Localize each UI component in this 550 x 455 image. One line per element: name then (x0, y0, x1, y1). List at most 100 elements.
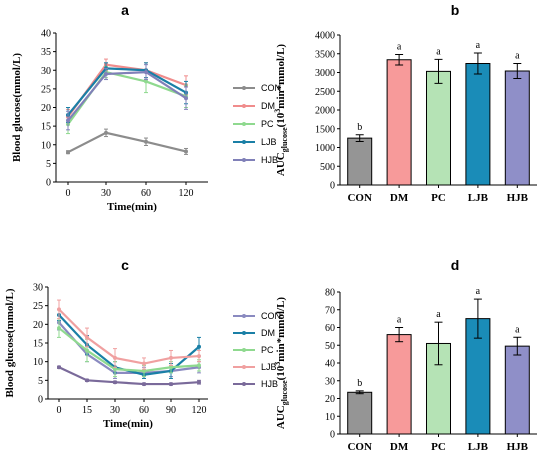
bar-group-pc: a PC (426, 46, 451, 204)
series-line (67, 67, 187, 116)
y-axis-label: AUCglucose(103min*mmol/L) (273, 297, 289, 430)
data-point (104, 130, 108, 135)
significance-letter: a (436, 309, 441, 320)
y-tick-label: 80 (325, 288, 335, 299)
y-tick-label: 3000 (315, 68, 335, 79)
data-point (66, 150, 70, 155)
panel-d: d 0 10 20 30 40 50 60 70 80 AUCglucose(103min*mmol… (273, 257, 537, 453)
series-ljb (57, 299, 201, 370)
series-line (58, 308, 200, 365)
y-axis-label-superscript: 3 (273, 362, 282, 366)
x-tick-label: HJB (507, 441, 529, 453)
legend-entry-pc: PC (233, 119, 274, 129)
x-tick-label: PC (431, 192, 446, 204)
significance-letter: b (357, 378, 362, 389)
x-tick-label: 120 (192, 405, 207, 416)
panel-a: a 0 5 10 15 20 25 30 35 40 0 30 60 120 Time(min) Blood … (11, 2, 281, 213)
legend-entry-hjb: HJB (233, 155, 278, 165)
y-tick-label: 30 (33, 283, 43, 294)
bar (347, 137, 373, 186)
x-tick-label: 60 (139, 405, 149, 416)
significance-letter: a (397, 42, 402, 53)
bar-group-con: b CON (347, 122, 373, 204)
bar-group-ljb: a LJB (465, 286, 491, 453)
data-point (197, 354, 201, 359)
y-tick-label: 40 (41, 29, 51, 40)
legend-entry-dm: DM (233, 328, 275, 338)
legend-marker (242, 314, 246, 318)
data-point (113, 380, 117, 385)
x-axis-label: Time(min) (107, 201, 157, 213)
x-tick-label: 0 (57, 405, 62, 416)
legend-marker (242, 382, 246, 386)
y-tick-label: 3500 (315, 49, 335, 60)
bar (465, 63, 491, 186)
data-point (144, 70, 148, 75)
legend-marker (242, 122, 246, 126)
bar (386, 59, 412, 186)
data-point (57, 326, 61, 331)
x-tick-label: HJB (507, 192, 529, 204)
bar-group-con: b CON (347, 378, 373, 453)
bar-group-pc: a PC (426, 309, 451, 453)
legend-marker (242, 104, 246, 108)
series-hjb (57, 365, 201, 387)
data-point (169, 382, 173, 387)
y-axis-label-main: AUC (275, 405, 287, 429)
y-axis-label-mid: (10 (275, 365, 287, 380)
data-point (197, 380, 201, 385)
legend-label: CON (261, 311, 281, 321)
y-tick-label: 15 (33, 339, 43, 350)
data-point (184, 96, 188, 101)
bar (386, 334, 412, 435)
x-tick-label: 30 (110, 405, 120, 416)
y-tick-label: 2500 (315, 87, 335, 98)
x-tick-label: PC (431, 441, 446, 453)
bar-group-hjb: a HJB (504, 51, 530, 204)
y-tick-label: 1500 (315, 124, 335, 135)
significance-letter: a (397, 315, 402, 326)
legend-entry-con: CON (233, 83, 281, 93)
y-axis-label-tail: min*mmol/L) (275, 297, 287, 362)
y-tick-label: 10 (41, 140, 51, 151)
y-axis-label-main: AUC (275, 152, 287, 176)
series-line (67, 70, 187, 122)
y-tick-label: 0 (38, 395, 43, 406)
x-tick-label: 15 (82, 405, 92, 416)
data-point (113, 367, 117, 372)
bar-group-hjb: a HJB (504, 324, 530, 453)
panel-label: d (451, 257, 460, 273)
data-point (144, 139, 148, 144)
x-tick-label: 90 (166, 405, 176, 416)
y-axis-label-subscript: glucose (280, 127, 289, 152)
data-point (197, 344, 201, 349)
data-point (142, 382, 146, 387)
y-tick-label: 25 (41, 84, 51, 95)
series-line (58, 321, 200, 374)
legend-label: DM (261, 328, 275, 338)
y-tick-label: 60 (325, 323, 335, 334)
y-tick-label: 35 (41, 47, 51, 58)
y-tick-label: 5 (38, 376, 43, 387)
data-point (142, 369, 146, 373)
panel-b: b 0 500 1000 1500 2000 2500 3000 3500 4000 AUCgluc… (273, 2, 537, 204)
data-point (197, 363, 201, 368)
y-axis-label: AUCglucose(103min*mmol/L) (273, 44, 289, 177)
data-point (85, 378, 89, 383)
y-tick-label: 20 (41, 103, 51, 114)
series-con (66, 128, 188, 155)
y-tick-label: 30 (41, 66, 51, 77)
y-axis-label-superscript: 3 (273, 109, 282, 113)
y-axis-label-tail: min*mmol/L) (275, 44, 287, 109)
y-tick-label: 30 (325, 376, 335, 387)
bar-group-ljb: a LJB (465, 40, 491, 204)
y-tick-label: 4000 (315, 31, 335, 42)
x-tick-label: CON (347, 441, 372, 453)
data-point (113, 355, 117, 360)
y-tick-label: 40 (325, 359, 335, 370)
legend-label: DM (261, 101, 275, 111)
x-tick-label: 120 (179, 188, 194, 199)
significance-letter: a (515, 51, 520, 62)
x-tick-label: CON (347, 192, 372, 204)
legend-label: HJB (261, 379, 278, 389)
